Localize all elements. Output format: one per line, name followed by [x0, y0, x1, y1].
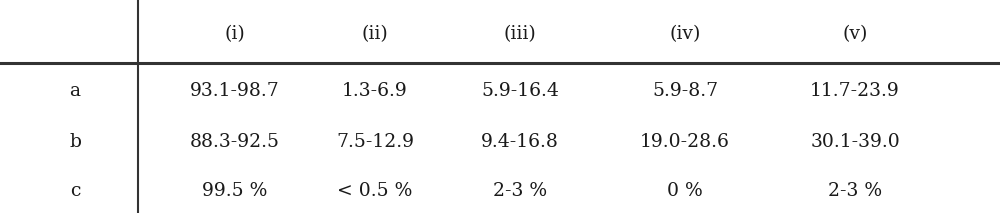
Text: (ii): (ii) — [362, 25, 388, 43]
Text: c: c — [70, 182, 80, 200]
Text: 0 %: 0 % — [667, 182, 703, 200]
Text: 30.1-39.0: 30.1-39.0 — [810, 133, 900, 151]
Text: (v): (v) — [842, 25, 868, 43]
Text: (iii): (iii) — [504, 25, 536, 43]
Text: b: b — [69, 133, 81, 151]
Text: 88.3-92.5: 88.3-92.5 — [190, 133, 280, 151]
Text: 2-3 %: 2-3 % — [493, 182, 547, 200]
Text: 5.9-16.4: 5.9-16.4 — [481, 82, 559, 99]
Text: 5.9-8.7: 5.9-8.7 — [652, 82, 718, 99]
Text: a: a — [70, 82, 80, 99]
Text: 9.4-16.8: 9.4-16.8 — [481, 133, 559, 151]
Text: 93.1-98.7: 93.1-98.7 — [190, 82, 280, 99]
Text: (iv): (iv) — [669, 25, 701, 43]
Text: 19.0-28.6: 19.0-28.6 — [640, 133, 730, 151]
Text: 99.5 %: 99.5 % — [202, 182, 268, 200]
Text: 1.3-6.9: 1.3-6.9 — [342, 82, 408, 99]
Text: (i): (i) — [225, 25, 245, 43]
Text: 7.5-12.9: 7.5-12.9 — [336, 133, 414, 151]
Text: < 0.5 %: < 0.5 % — [337, 182, 413, 200]
Text: 2-3 %: 2-3 % — [828, 182, 882, 200]
Text: 11.7-23.9: 11.7-23.9 — [810, 82, 900, 99]
